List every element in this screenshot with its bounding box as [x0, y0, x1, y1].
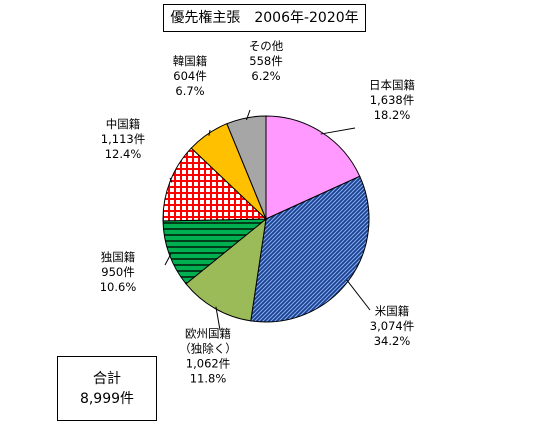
- leader-line-3: [215, 306, 221, 331]
- leader-line-4: [164, 253, 172, 266]
- pie-slice-3: [185, 217, 267, 322]
- total-value: 8,999件: [79, 390, 135, 407]
- slice-label-4: 独国籍 950件 10.6%: [100, 250, 137, 294]
- pie-slice-2: [250, 175, 370, 323]
- pie-slice-4: [162, 218, 268, 285]
- slice-label-2: 米国籍 3,074件 34.2%: [370, 304, 414, 348]
- total-label: 合計: [93, 370, 121, 387]
- leader-line-5: [169, 177, 173, 183]
- leader-line-7: [245, 109, 251, 121]
- slice-label-7: その他 558件 6.2%: [249, 39, 284, 83]
- slice-label-6: 韓国籍 604件 6.7%: [173, 54, 208, 98]
- slice-label-3: 欧州国籍（独除く） 1,062件 11.8%: [179, 327, 237, 386]
- pie-slice-5: [162, 147, 268, 222]
- pie-slice-7: [226, 115, 267, 220]
- pie-slice-1: [265, 115, 361, 220]
- chart-title: 優先権主張 2006年-2020年: [163, 4, 366, 32]
- leader-line-2: [346, 279, 371, 311]
- slice-label-1: 日本国籍 1,638件 18.2%: [369, 78, 415, 122]
- total-box: 合計 8,999件: [57, 356, 157, 421]
- leader-line-1: [320, 127, 356, 135]
- slice-label-5: 中国籍 1,113件 12.4%: [101, 117, 145, 161]
- leader-line-6: [208, 129, 211, 136]
